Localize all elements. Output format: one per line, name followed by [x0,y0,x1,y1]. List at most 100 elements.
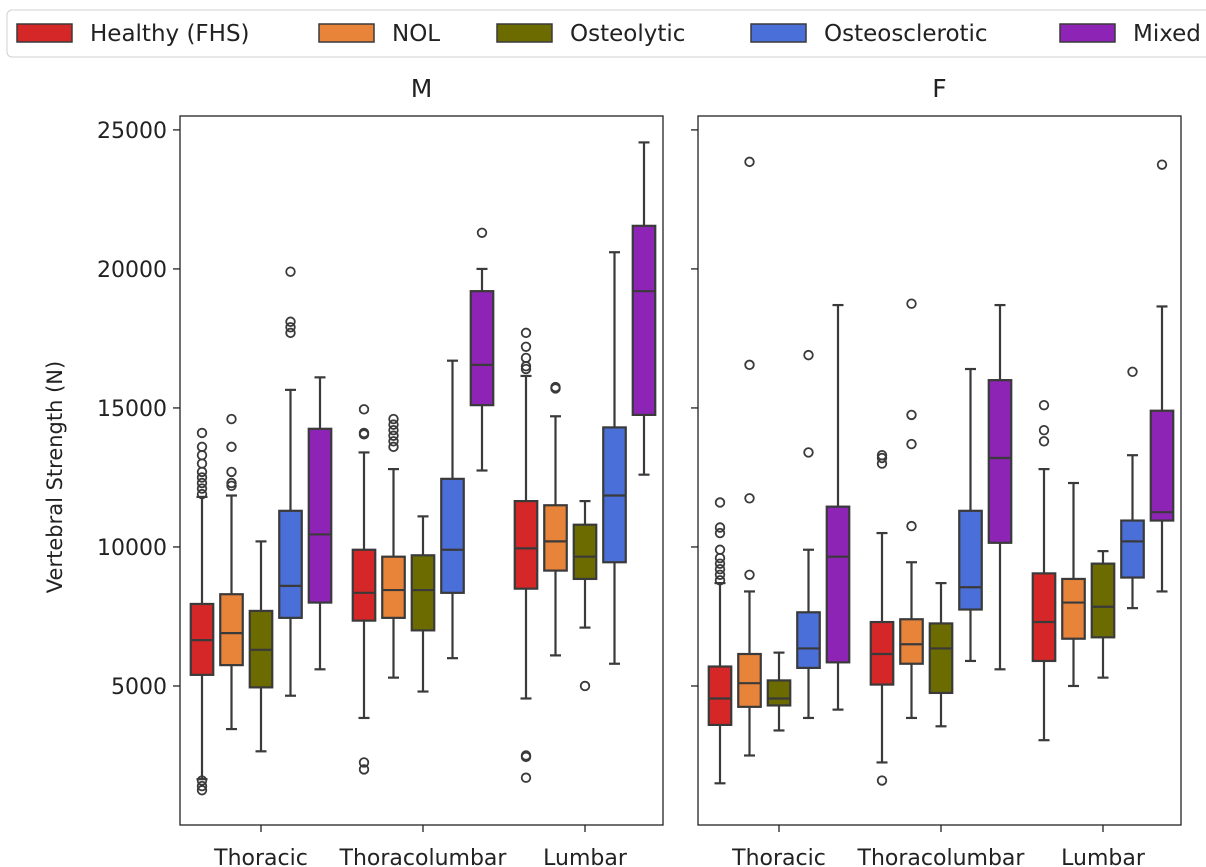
outlier-point [358,427,370,439]
x-tick-label: Lumbar [543,846,628,867]
box [928,582,954,728]
box-body [899,618,924,665]
outlier-point [906,298,917,309]
plot-frame [179,115,664,826]
box-body [707,665,733,727]
outlier-point [196,427,208,439]
legend-entry: NOL [392,21,440,47]
outlier-point [520,327,532,339]
box-body [1090,562,1116,639]
outlier-point [285,316,296,327]
outlier-point [1156,159,1168,170]
box-body [928,622,954,695]
outlier-point [1038,424,1050,436]
outlier-point [906,438,917,450]
outlier-point [388,441,399,453]
outlier-point [196,458,208,469]
chart-panels: M 5000 10000 15000 20000 25000 Thoracic Thoraco… [97,74,1182,867]
outlier-point [358,404,370,415]
box [572,499,598,692]
panel-title: M [411,74,433,103]
box [381,413,406,679]
box [410,515,436,693]
outlier-point [388,424,399,436]
box [766,651,792,732]
y-tick-label: 5000 [111,675,167,700]
box [825,303,851,711]
box [1090,550,1116,679]
box-body [278,509,303,619]
legend-entry: Mixed [1133,21,1201,47]
outlier-point [196,780,208,792]
legend-swatch [750,23,807,43]
outlier-point [714,558,726,569]
outlier-point [714,497,726,508]
outlier-point [388,436,399,447]
plot-frame [697,115,1182,826]
legend-entry: Osteosclerotic [824,21,988,47]
box [1061,481,1086,688]
outlier-point [196,441,208,453]
box [351,404,377,775]
outlier-point [196,472,208,483]
outlier-point [906,520,917,532]
box-body [796,611,821,670]
outlier-point [803,349,814,361]
outlier-point [714,544,726,555]
outlier-point [714,552,726,564]
box-body [987,379,1013,544]
outlier-point [196,483,208,494]
legend-frame [6,9,1206,58]
box [796,349,821,720]
outlier-point [579,680,591,692]
outlier-point [714,522,726,533]
outlier-point [520,352,532,364]
outlier-point [226,477,237,489]
box [513,327,539,783]
box [219,413,244,731]
y-tick-label: 15000 [97,397,167,422]
outlier-point [196,466,208,478]
legend-entry: Healthy (FHS) [90,21,250,47]
box-body [513,499,539,590]
x-tick-label: Thoracic [731,846,826,867]
outlier-point [744,569,755,580]
box-body [307,427,333,604]
box [958,367,983,663]
outlier-point [744,359,755,371]
box-body [766,679,792,707]
outlier-point [476,227,488,238]
x-tick-label: Thoracolumbar [339,846,508,867]
panel: M 5000 10000 15000 20000 25000 Thoracic Thoraco… [97,74,664,867]
box [278,266,303,697]
outlier-point [196,775,208,786]
outlier-point [520,341,532,352]
outlier-point [285,266,296,277]
x-tick-label: Thoracic [213,846,308,867]
box-body [1061,577,1086,640]
outlier-point [196,450,208,461]
outlier-point [285,327,296,339]
outlier-point [906,409,917,421]
box-body [543,504,568,572]
outlier-point [744,493,755,504]
box [1120,366,1145,610]
box-body [1031,572,1057,663]
legend-entry: Osteolytic [570,21,685,47]
box [248,540,274,753]
box-body [631,224,657,416]
panel: F Thoracic Thoracolumbar Lumbar [691,74,1182,867]
box [899,298,924,720]
box [1149,159,1175,593]
x-tick-label: Thoracolumbar [857,846,1026,867]
outlier-point [1038,436,1050,447]
outlier-point [388,430,399,441]
box [543,381,568,657]
outlier-point [803,447,814,458]
box [307,376,333,671]
outlier-point [520,772,532,783]
box-body [410,554,436,632]
box-body [469,290,495,407]
box-body [1120,519,1145,579]
